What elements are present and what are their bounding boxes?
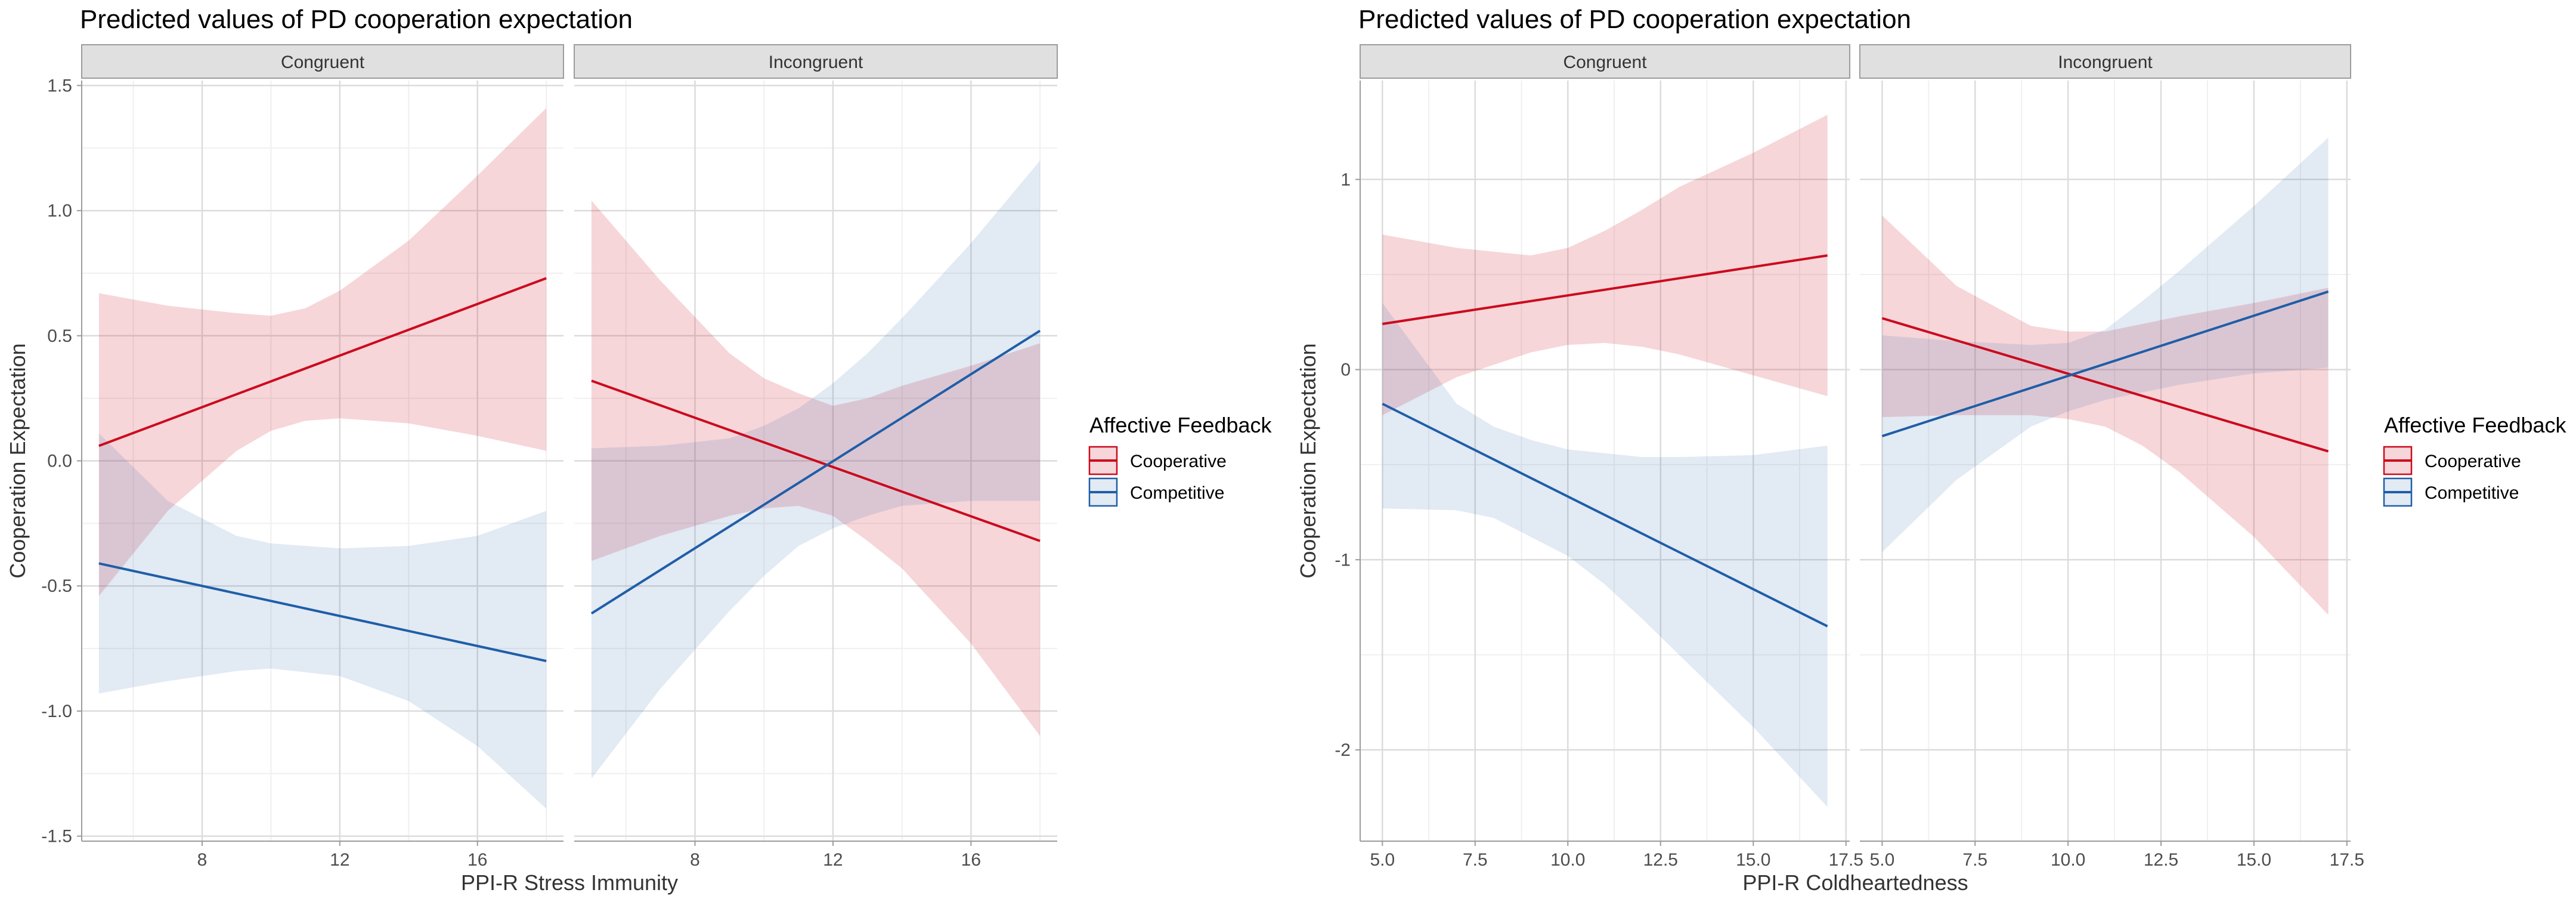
x-tick-label: 16: [467, 850, 487, 870]
x-axis-title: PPI-R Coldheartedness: [1742, 870, 1968, 895]
legend: Affective Feedback Cooperative Competitive: [1088, 413, 1272, 507]
ci-band-cooperative: [98, 108, 547, 597]
facet-strip-label: Congruent: [1563, 52, 1647, 72]
facet-strip: [574, 44, 1058, 79]
chart-title-stress-immunity: Predicted values of PD cooperation expec…: [80, 5, 633, 34]
x-tick-label: 8: [690, 850, 700, 870]
line-cooperative: [1881, 317, 2329, 453]
line-cooperative: [1382, 254, 1828, 325]
legend: Affective Feedback Cooperative Competitive: [2383, 413, 2567, 507]
y-tick-label: 1.0: [47, 201, 72, 221]
line-competitive: [1382, 403, 1828, 628]
y-tick-label: 0.0: [47, 452, 72, 471]
legend-label-competitive: Competitive: [1130, 483, 1224, 503]
ci-band-competitive: [98, 433, 547, 809]
y-tick-label: 1.5: [47, 76, 72, 95]
y-tick-label: -0.5: [41, 576, 72, 596]
x-tick-label: 8: [197, 850, 208, 870]
ci-band-competitive: [1882, 137, 2329, 552]
facet-panel-congruent: Congruent 5.0 7.5 10.0 12.5 15.0 17.5: [1360, 44, 1863, 870]
x-tick-label: 7.5: [1962, 850, 1987, 870]
facet-panel-congruent: Congruent 8 12 16: [81, 44, 564, 870]
ci-band-competitive: [591, 160, 1041, 779]
facet-panel-incongruent: Incongruent 5.0 7.5 10.0 12.5 15.0 17.5: [1859, 44, 2364, 870]
y-tick-label: -1.0: [41, 702, 72, 721]
line-cooperative: [98, 277, 547, 447]
x-tick-label: 10.0: [1550, 850, 1585, 870]
x-tick-label: 12: [330, 850, 349, 870]
line-competitive: [98, 562, 547, 662]
facet-strip: [1360, 44, 1850, 79]
y-tick-label: -2: [1335, 740, 1351, 760]
y-tick-label: 0.5: [47, 326, 72, 346]
x-tick-label: 17.5: [1829, 850, 1863, 870]
facet-strip-label: Incongruent: [769, 52, 863, 72]
y-tick-label: 0: [1340, 360, 1351, 380]
x-tick-label: 5.0: [1370, 850, 1395, 870]
facet-strip-label: Incongruent: [2058, 52, 2153, 72]
ci-band-competitive: [1382, 302, 1828, 807]
facet-strip-label: Congruent: [281, 52, 365, 72]
line-competitive: [590, 329, 1041, 615]
x-tick-label: 5.0: [1870, 850, 1895, 870]
chart-1: Congruent 8 12 16 Incongruent 8 12 16 -1.5 -1.0 -0…: [5, 44, 1272, 895]
facet-strip: [81, 44, 564, 79]
facet-strip: [1859, 44, 2351, 79]
x-tick-label: 15.0: [2237, 850, 2271, 870]
legend-label-competitive: Competitive: [2425, 483, 2519, 503]
x-axis-title: PPI-R Stress Immunity: [461, 870, 678, 895]
x-tick-label: 16: [961, 850, 981, 870]
x-tick-label: 12.5: [1643, 850, 1678, 870]
line-cooperative: [591, 379, 1041, 542]
legend-label-cooperative: Cooperative: [1130, 452, 1227, 471]
ci-band-cooperative: [1882, 215, 2329, 615]
facet-panel-incongruent: Incongruent 8 12 16: [574, 44, 1058, 870]
legend-label-cooperative: Cooperative: [2425, 452, 2521, 471]
y-axis-title: Cooperation Expectation: [5, 343, 30, 578]
ci-band-cooperative: [1382, 115, 1828, 415]
y-axis-title: Cooperation Expectation: [1296, 343, 1320, 578]
legend-title: Affective Feedback: [1089, 413, 1272, 437]
chart-title-coldheartedness: Predicted values of PD cooperation expec…: [1358, 5, 1912, 34]
x-tick-label: 12.5: [2144, 850, 2178, 870]
x-tick-label: 15.0: [1736, 850, 1770, 870]
y-tick-label: 1: [1340, 170, 1351, 190]
x-tick-label: 12: [823, 850, 843, 870]
y-tick-label: -1: [1335, 550, 1351, 570]
line-competitive: [1881, 290, 2329, 437]
x-tick-label: 17.5: [2330, 850, 2364, 870]
y-tick-label: -1.5: [41, 827, 72, 847]
x-tick-label: 10.0: [2051, 850, 2085, 870]
x-tick-label: 7.5: [1463, 850, 1488, 870]
ci-band-cooperative: [591, 200, 1041, 736]
legend-title: Affective Feedback: [2384, 413, 2567, 437]
